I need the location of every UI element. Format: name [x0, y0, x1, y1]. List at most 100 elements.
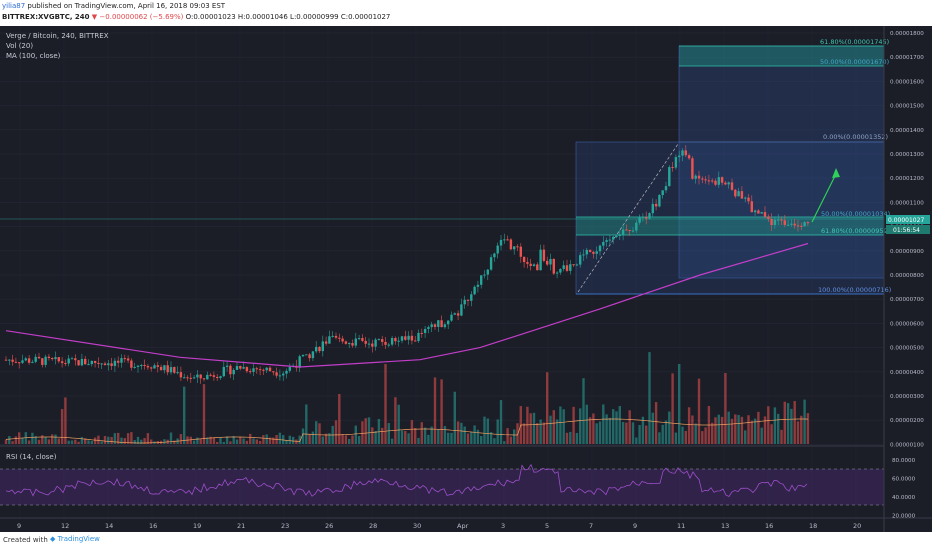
volume-bar	[562, 409, 565, 444]
fib-label-618-lower: 61.80%(0.00000959)	[821, 227, 890, 235]
tradingview-logo[interactable]: ◆ TradingView	[50, 535, 100, 543]
volume-bar	[608, 417, 612, 444]
candle-body	[621, 229, 625, 235]
author-link[interactable]: yilia87	[2, 2, 26, 10]
candle-body	[315, 346, 318, 352]
candle-body	[103, 363, 107, 366]
time-axis[interactable]: 9 12 14 16 19 21 23 26 28 30 Apr 3 5 7 9 11 13 16 18 20	[17, 522, 861, 530]
candle-body	[18, 362, 21, 364]
candle-body	[489, 257, 493, 270]
candle-body	[14, 361, 18, 363]
volume-bar	[615, 411, 618, 444]
volume-bar	[447, 432, 450, 444]
volume-bar	[192, 440, 196, 444]
volume-bar	[341, 434, 344, 444]
candle-body	[555, 272, 559, 274]
volume-bar	[136, 436, 140, 444]
candle-body	[661, 190, 664, 196]
volume-bar	[625, 422, 628, 444]
volume-bar	[209, 436, 212, 444]
volume-bar	[526, 406, 529, 444]
volume-bar	[282, 435, 285, 444]
volume-bar	[37, 439, 41, 444]
fib-lower-band	[576, 217, 884, 235]
price-axis[interactable]: 0.00001800 0.00001700 0.00001600 0.00001500…	[890, 31, 924, 448]
candle-body	[344, 341, 348, 344]
legend-rsi: RSI (14, close)	[6, 453, 57, 461]
volume-bar	[460, 422, 463, 444]
candle-body	[800, 225, 803, 227]
candle-body	[701, 178, 704, 180]
rsi-tick: 40.0000	[892, 495, 916, 501]
volume-bar	[93, 437, 97, 444]
candle-body	[84, 358, 87, 365]
volume-bar	[536, 423, 539, 444]
volume-bar	[24, 432, 27, 444]
chart-area[interactable]: 61.80%(0.00001745) 50.00%(0.00001670) 0.…	[0, 26, 932, 532]
volume-bar	[90, 440, 93, 444]
volume-bar	[242, 438, 245, 444]
candle-body	[153, 365, 156, 369]
volume-bar	[740, 416, 744, 444]
rsi-axis[interactable]: 80.0000 60.0000 40.0000 20.0000	[892, 458, 916, 520]
fib-lower[interactable]: 50.00%(0.00001034) 61.80%(0.00000959) 10…	[575, 141, 891, 295]
volume-bar	[704, 427, 707, 444]
volume-bar	[661, 424, 664, 444]
volume-bar	[268, 437, 272, 444]
candle-body	[143, 365, 146, 367]
volume-bar	[605, 414, 608, 444]
volume-bar	[777, 413, 780, 444]
fib-upper-box[interactable]	[678, 45, 885, 279]
candle-body	[757, 210, 760, 214]
volume-bar	[463, 426, 466, 444]
candle-body	[466, 299, 470, 301]
rsi-tick: 60.0000	[892, 477, 916, 483]
volume-bar	[41, 435, 44, 444]
time-tick: 30	[413, 522, 421, 530]
candle-body	[417, 332, 420, 342]
candle-body	[232, 369, 235, 375]
candle-body	[456, 313, 460, 316]
candle-body	[173, 367, 176, 373]
projection-arrow[interactable]	[811, 168, 840, 223]
volume-bar	[77, 441, 80, 444]
candle-body	[753, 210, 757, 213]
candle-body	[503, 239, 506, 241]
candle-body	[427, 327, 430, 329]
candle-body	[767, 216, 770, 219]
price-chart[interactable]: 61.80%(0.00001745) 50.00%(0.00001670) 0.…	[0, 26, 932, 532]
volume-bar	[555, 419, 559, 444]
candle-body	[493, 253, 496, 258]
volume-bar	[394, 397, 397, 444]
candle-body	[691, 158, 694, 179]
volume-bar	[529, 413, 532, 444]
arrow-shaft	[811, 173, 837, 223]
fib-upper[interactable]: 61.80%(0.00001745) 50.00%(0.00001670) 0.…	[678, 38, 889, 279]
candle-body	[222, 366, 225, 377]
volume-bar	[150, 439, 153, 444]
candle-body	[684, 150, 687, 156]
candle-body	[559, 268, 562, 273]
candle-body	[308, 354, 311, 359]
candle-body	[24, 358, 27, 361]
volume-bar	[361, 421, 364, 444]
candle-body	[235, 366, 239, 370]
volume-bar	[110, 437, 113, 444]
candle-body	[381, 339, 384, 342]
volume-bar	[691, 415, 694, 444]
volume-bar	[410, 420, 414, 444]
candle-body	[351, 343, 354, 346]
volume-bar	[714, 417, 717, 444]
volume-bar	[34, 435, 37, 444]
volume-bar	[651, 412, 654, 444]
volume-bar	[476, 429, 480, 444]
candle-body	[179, 372, 183, 378]
volume-bar	[202, 384, 206, 444]
volume-bar	[265, 434, 268, 444]
volume-bar	[384, 364, 387, 444]
fib-lower-box[interactable]	[575, 141, 885, 295]
volume-bar	[588, 417, 592, 444]
candle-body	[760, 212, 763, 214]
volume-bar	[126, 433, 130, 444]
candle-body	[334, 335, 338, 338]
